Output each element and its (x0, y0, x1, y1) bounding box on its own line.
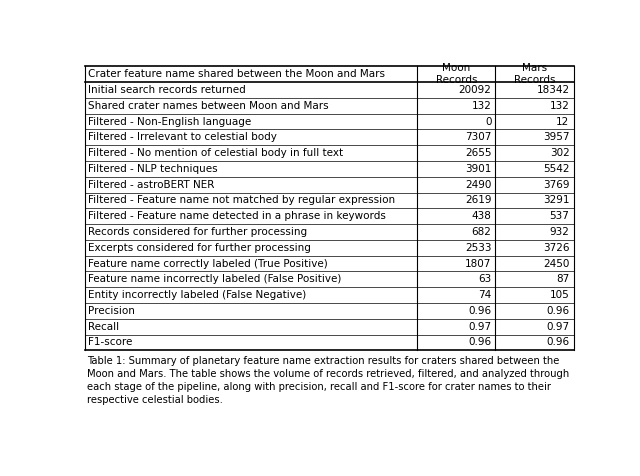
Text: 3291: 3291 (543, 196, 570, 206)
Text: 87: 87 (556, 274, 570, 284)
Text: Filtered - NLP techniques: Filtered - NLP techniques (88, 164, 218, 174)
Text: Entity incorrectly labeled (False Negative): Entity incorrectly labeled (False Negati… (88, 290, 306, 300)
Text: 105: 105 (550, 290, 570, 300)
Text: 3957: 3957 (543, 132, 570, 142)
Text: Feature name incorrectly labeled (False Positive): Feature name incorrectly labeled (False … (88, 274, 341, 284)
Text: Filtered - Non-English language: Filtered - Non-English language (88, 117, 251, 127)
Text: Feature name correctly labeled (True Positive): Feature name correctly labeled (True Pos… (88, 258, 328, 268)
Text: 3769: 3769 (543, 179, 570, 189)
Text: Filtered - No mention of celestial body in full text: Filtered - No mention of celestial body … (88, 148, 343, 158)
Text: 63: 63 (478, 274, 492, 284)
Text: 0.96: 0.96 (468, 337, 492, 347)
Text: 7307: 7307 (465, 132, 492, 142)
Text: Filtered - Feature name detected in a phrase in keywords: Filtered - Feature name detected in a ph… (88, 211, 386, 221)
Text: 302: 302 (550, 148, 570, 158)
Text: 2533: 2533 (465, 243, 492, 253)
Text: 682: 682 (472, 227, 492, 237)
Text: 932: 932 (550, 227, 570, 237)
Text: Filtered - Irrelevant to celestial body: Filtered - Irrelevant to celestial body (88, 132, 277, 142)
Text: Records considered for further processing: Records considered for further processin… (88, 227, 307, 237)
Text: Crater feature name shared between the Moon and Mars: Crater feature name shared between the M… (88, 69, 385, 79)
Text: F1-score: F1-score (88, 337, 132, 347)
Text: 1807: 1807 (465, 258, 492, 268)
Text: Precision: Precision (88, 306, 135, 316)
Text: 0.96: 0.96 (547, 306, 570, 316)
Text: 132: 132 (550, 101, 570, 111)
Text: Mars
Records: Mars Records (514, 63, 555, 85)
Text: Recall: Recall (88, 322, 119, 332)
Text: 5542: 5542 (543, 164, 570, 174)
Text: 438: 438 (472, 211, 492, 221)
Text: 2619: 2619 (465, 196, 492, 206)
Text: 12: 12 (556, 117, 570, 127)
Text: Filtered - astroBERT NER: Filtered - astroBERT NER (88, 179, 214, 189)
Text: 74: 74 (478, 290, 492, 300)
Text: Excerpts considered for further processing: Excerpts considered for further processi… (88, 243, 311, 253)
Text: 18342: 18342 (536, 85, 570, 95)
Text: 0.97: 0.97 (547, 322, 570, 332)
Text: Shared crater names between Moon and Mars: Shared crater names between Moon and Mar… (88, 101, 328, 111)
Text: 2490: 2490 (465, 179, 492, 189)
Text: Table 1: Summary of planetary feature name extraction results for craters shared: Table 1: Summary of planetary feature na… (88, 356, 570, 406)
Text: 0.96: 0.96 (468, 306, 492, 316)
Text: Filtered - Feature name not matched by regular expression: Filtered - Feature name not matched by r… (88, 196, 395, 206)
Text: 0: 0 (485, 117, 492, 127)
Text: Initial search records returned: Initial search records returned (88, 85, 246, 95)
Text: 537: 537 (550, 211, 570, 221)
Text: Moon
Records: Moon Records (435, 63, 477, 85)
Text: 2655: 2655 (465, 148, 492, 158)
Text: 3726: 3726 (543, 243, 570, 253)
Text: 0.97: 0.97 (468, 322, 492, 332)
Text: 0.96: 0.96 (547, 337, 570, 347)
Text: 132: 132 (472, 101, 492, 111)
Text: 3901: 3901 (465, 164, 492, 174)
Text: 20092: 20092 (458, 85, 492, 95)
Text: 2450: 2450 (543, 258, 570, 268)
